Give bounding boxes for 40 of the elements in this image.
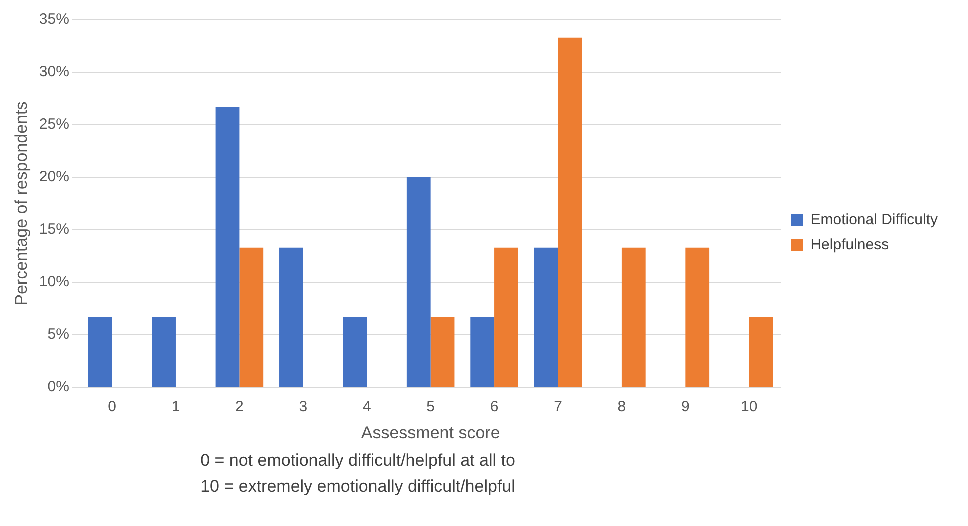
text: 10 = extremely emotionally difficult/helpful: [200, 476, 516, 498]
bar: [494, 248, 518, 388]
bar: [240, 248, 264, 388]
bar: [430, 317, 455, 388]
bar: [152, 317, 176, 388]
y-tick-label: 0%: [48, 378, 70, 396]
y-tick-label: 35%: [39, 11, 70, 28]
bar: [470, 317, 495, 388]
bar: [280, 248, 304, 388]
x-tick-label: 6: [490, 398, 499, 416]
bar: [749, 317, 774, 388]
legend-label: Emotional Difficulty: [810, 212, 938, 229]
x-tick-label: 8: [618, 398, 626, 416]
y-tick-label: 25%: [39, 116, 70, 134]
bar: [406, 178, 431, 388]
x-tick-label: 5: [426, 398, 435, 416]
y-axis-title: Percentage of respondents: [12, 102, 31, 306]
bar: [216, 107, 240, 388]
bar: [88, 317, 112, 388]
bar: [558, 38, 582, 388]
y-tick-label: 15%: [39, 221, 70, 238]
y-tick-label: 10%: [39, 274, 70, 291]
x-tick-label: 2: [236, 398, 244, 416]
x-tick-label: 0: [108, 398, 116, 416]
bar: [343, 317, 368, 388]
x-tick-label: 3: [299, 398, 308, 416]
y-tick-label: 5%: [48, 326, 70, 344]
bar: [534, 248, 558, 388]
x-tick-label: 10: [741, 398, 758, 416]
x-axis-title: Assessment score: [361, 423, 500, 442]
legend-label: Helpfulness: [810, 236, 890, 254]
bar: [622, 248, 646, 388]
y-tick-label: 20%: [39, 168, 70, 186]
text: 0 = not emotionally difficult/helpful at all to: [200, 450, 516, 472]
x-tick-label: 7: [554, 398, 562, 416]
x-tick-label: 1: [172, 398, 180, 416]
bar: [686, 248, 710, 388]
x-tick-label: 9: [681, 398, 690, 416]
x-tick-label: 4: [362, 398, 372, 416]
y-tick-label: 30%: [39, 64, 70, 81]
